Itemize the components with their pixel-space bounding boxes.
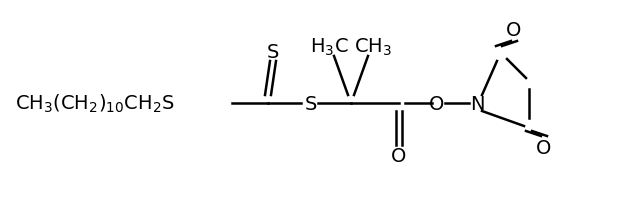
Text: CH$_3$: CH$_3$ [354, 36, 392, 57]
Text: CH$_3$(CH$_2$)$_{10}$CH$_2$S: CH$_3$(CH$_2$)$_{10}$CH$_2$S [15, 92, 175, 115]
Text: N: N [470, 94, 484, 113]
Text: H$_3$C: H$_3$C [310, 36, 348, 57]
Text: O: O [506, 21, 522, 40]
Text: O: O [536, 138, 552, 157]
Text: S: S [305, 94, 317, 113]
Text: S: S [267, 42, 279, 61]
Text: O: O [391, 146, 406, 165]
Text: O: O [429, 94, 445, 113]
